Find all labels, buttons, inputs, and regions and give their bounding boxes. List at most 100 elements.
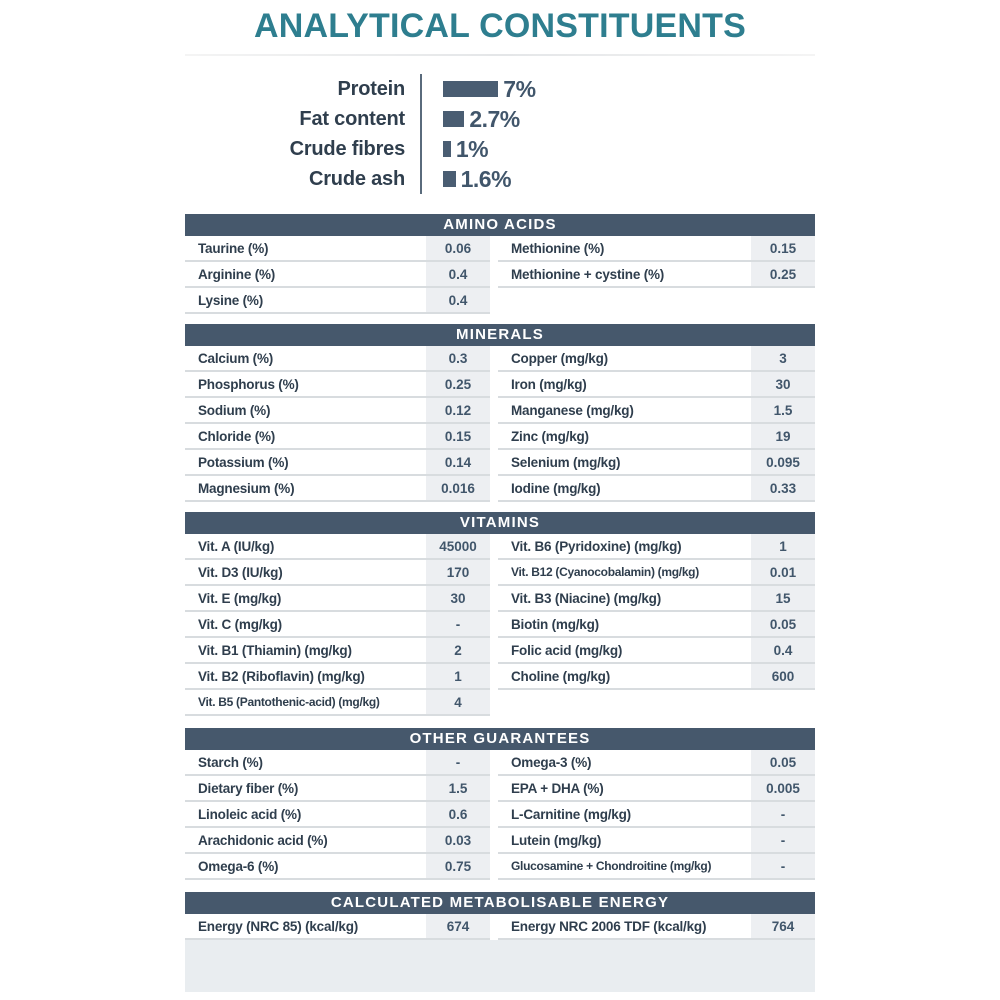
analytical-chart: Protein 7% Fat content 2.7% Crude fibres 1% Cr… (185, 74, 815, 194)
row-value: 0.3 (426, 346, 490, 370)
row-label: Vit. D3 (IU/kg) (198, 564, 283, 580)
section-calculated-metabolisable-energy: CALCULATED METABOLISABLE ENERGY Energy (N… (185, 892, 815, 940)
table-row: Arginine (%) 0.4 (185, 262, 490, 288)
chart-bar-cell: 1.6% (420, 164, 512, 194)
section-header: CALCULATED METABOLISABLE ENERGY (185, 892, 815, 914)
row-label: Magnesium (%) (198, 480, 295, 496)
table-column-left: Calcium (%) 0.3 Phosphorus (%) 0.25 Sodium (… (185, 346, 490, 502)
row-label: Choline (mg/kg) (511, 668, 610, 684)
row-label: Biotin (mg/kg) (511, 616, 599, 632)
chart-row: Protein 7% (185, 74, 815, 104)
row-label: Energy (NRC 85) (kcal/kg) (198, 918, 359, 934)
chart-bar (443, 141, 451, 157)
row-label: Vit. B2 (Riboflavin) (mg/kg) (198, 668, 365, 684)
section-header: AMINO ACIDS (185, 214, 815, 236)
table-row: Iron (mg/kg) 30 (498, 372, 815, 398)
row-label: Manganese (mg/kg) (511, 402, 634, 418)
row-label: Arachidonic acid (%) (198, 832, 328, 848)
table-row: Vit. B5 (Pantothenic-acid) (mg/kg) 4 (185, 690, 490, 716)
chart-value-label: 1% (455, 135, 489, 162)
row-label: Calcium (%) (198, 350, 274, 366)
row-value: 0.6 (426, 802, 490, 826)
row-value: 0.01 (751, 560, 815, 584)
row-value: 0.4 (751, 638, 815, 662)
row-value: 0.75 (426, 854, 490, 878)
table-column-right: Energy NRC 2006 TDF (kcal/kg) 764 (498, 914, 815, 940)
table-row: Vit. A (IU/kg) 45000 (185, 534, 490, 560)
row-value: 0.12 (426, 398, 490, 422)
section-amino-acids: AMINO ACIDS Taurine (%) 0.06 Arginine (%) 0.… (185, 214, 815, 314)
table-row: Energy (NRC 85) (kcal/kg) 674 (185, 914, 490, 940)
row-value: 600 (751, 664, 815, 688)
table-column-right: Methionine (%) 0.15 Methionine + cystine (… (498, 236, 815, 314)
table-row: Vit. B3 (Niacine) (mg/kg) 15 (498, 586, 815, 612)
table-row: Calcium (%) 0.3 (185, 346, 490, 372)
table-row: Taurine (%) 0.06 (185, 236, 490, 262)
table-row: Biotin (mg/kg) 0.05 (498, 612, 815, 638)
row-label: Vit. B3 (Niacine) (mg/kg) (511, 590, 662, 606)
row-value: 4 (426, 690, 490, 714)
analytical-constituents-panel: ANALYTICAL CONSTITUENTS Protein 7% Fat con… (185, 0, 815, 992)
row-label: Folic acid (mg/kg) (511, 642, 623, 658)
chart-value-label: 2.7% (469, 105, 520, 132)
chart-value-label: 7% (503, 75, 536, 102)
table-row: Omega-3 (%) 0.05 (498, 750, 815, 776)
row-value: 674 (426, 914, 490, 938)
row-value: 19 (751, 424, 815, 448)
row-label: Lysine (%) (198, 292, 264, 308)
table-row: Choline (mg/kg) 600 (498, 664, 815, 690)
row-label: Methionine (%) (511, 240, 605, 256)
chart-bar (443, 111, 465, 127)
section-body: Energy (NRC 85) (kcal/kg) 674 Energy NRC 2… (185, 914, 815, 940)
table-row: Iodine (mg/kg) 0.33 (498, 476, 815, 502)
table-row: L-Carnitine (mg/kg) - (498, 802, 815, 828)
section-other-guarantees: OTHER GUARANTEES Starch (%) - Dietary fiber… (185, 728, 815, 880)
section-header: OTHER GUARANTEES (185, 728, 815, 750)
row-value: 0.25 (751, 262, 815, 286)
row-value: 1.5 (751, 398, 815, 422)
chart-category-label: Crude fibres (289, 137, 406, 160)
table-row: Starch (%) - (185, 750, 490, 776)
row-label: Iodine (mg/kg) (511, 480, 601, 496)
section-body: Starch (%) - Dietary fiber (%) 1.5 Linoleic … (185, 750, 815, 880)
section-body: Vit. A (IU/kg) 45000 Vit. D3 (IU/kg) 170 Vit… (185, 534, 815, 716)
section-body: Taurine (%) 0.06 Arginine (%) 0.4 Lysine (%)… (185, 236, 815, 314)
section-header: MINERALS (185, 324, 815, 346)
table-column-left: Energy (NRC 85) (kcal/kg) 674 (185, 914, 490, 940)
table-column-right: Vit. B6 (Pyridoxine) (mg/kg) 1 Vit. B12 (C… (498, 534, 815, 716)
row-value: 0.25 (426, 372, 490, 396)
row-label: Iron (mg/kg) (511, 376, 587, 392)
row-value: 0.15 (426, 424, 490, 448)
row-label: Vit. B6 (Pyridoxine) (mg/kg) (511, 538, 682, 554)
title-divider (185, 54, 815, 56)
table-column-left: Starch (%) - Dietary fiber (%) 1.5 Linoleic … (185, 750, 490, 880)
row-label: Vit. B5 (Pantothenic-acid) (mg/kg) (198, 695, 380, 709)
table-row: Arachidonic acid (%) 0.03 (185, 828, 490, 854)
row-label: Energy NRC 2006 TDF (kcal/kg) (511, 918, 707, 934)
row-value: - (751, 854, 815, 878)
chart-category-label: Crude ash (308, 167, 405, 190)
table-row: Folic acid (mg/kg) 0.4 (498, 638, 815, 664)
row-label: Selenium (mg/kg) (511, 454, 621, 470)
row-value: 1 (426, 664, 490, 688)
table-row: EPA + DHA (%) 0.005 (498, 776, 815, 802)
row-value: 0.15 (751, 236, 815, 260)
row-label: Glucosamine + Chondroitine (mg/kg) (511, 859, 712, 873)
chart-category-label: Fat content (299, 107, 405, 130)
row-label: Omega-3 (%) (511, 754, 592, 770)
table-row: Phosphorus (%) 0.25 (185, 372, 490, 398)
table-row: Methionine + cystine (%) 0.25 (498, 262, 815, 288)
row-value: 0.14 (426, 450, 490, 474)
row-label: L-Carnitine (mg/kg) (511, 806, 631, 822)
row-value: 0.016 (426, 476, 490, 500)
row-value: 0.06 (426, 236, 490, 260)
table-row: Vit. B1 (Thiamin) (mg/kg) 2 (185, 638, 490, 664)
row-value: 30 (426, 586, 490, 610)
table-row: Vit. E (mg/kg) 30 (185, 586, 490, 612)
row-value: 0.33 (751, 476, 815, 500)
chart-bar-cell: 1% (420, 134, 489, 164)
section-minerals: MINERALS Calcium (%) 0.3 Phosphorus (%) 0.25… (185, 324, 815, 502)
chart-row: Crude fibres 1% (185, 134, 815, 164)
table-row: Vit. B6 (Pyridoxine) (mg/kg) 1 (498, 534, 815, 560)
row-label: Potassium (%) (198, 454, 289, 470)
